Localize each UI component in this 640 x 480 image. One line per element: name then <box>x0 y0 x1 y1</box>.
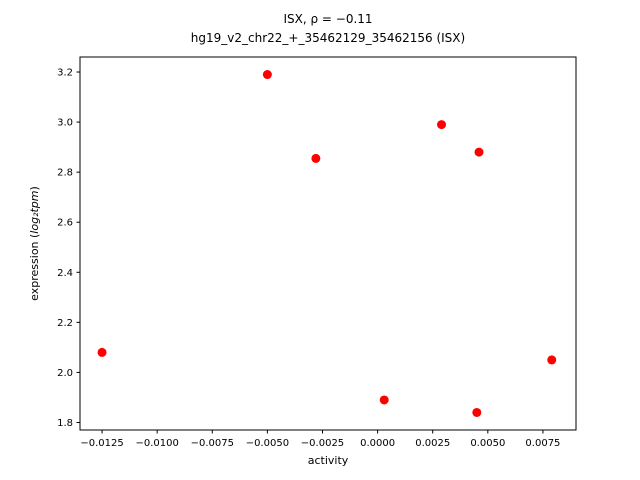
y-axis-label: expression (log₂tpm) <box>28 186 41 301</box>
y-tick-label: 3.2 <box>57 68 73 79</box>
x-tick-label: −0.0100 <box>135 438 178 449</box>
x-tick-label: 0.0075 <box>525 438 560 449</box>
x-tick-label: 0.0050 <box>470 438 505 449</box>
y-tick-label: 2.2 <box>57 318 73 329</box>
data-point <box>97 347 107 357</box>
data-point <box>262 70 272 80</box>
data-point <box>437 120 447 130</box>
x-tick-label: 0.0000 <box>360 438 395 449</box>
y-tick-label: 2.8 <box>57 168 73 179</box>
x-tick-label: −0.0075 <box>191 438 234 449</box>
axes-box <box>79 56 577 431</box>
y-tick-label: 1.8 <box>57 418 73 429</box>
y-tick-label: 2.6 <box>57 218 73 229</box>
y-tick-label: 3.0 <box>57 118 73 129</box>
x-tick-label: −0.0125 <box>80 438 123 449</box>
x-tick-label: −0.0025 <box>301 438 344 449</box>
x-tick-label: 0.0025 <box>415 438 450 449</box>
data-point <box>547 355 557 365</box>
data-point <box>474 147 484 157</box>
x-tick-label: −0.0050 <box>246 438 289 449</box>
data-point <box>379 395 389 405</box>
x-axis-label: activity <box>308 454 349 467</box>
y-tick-label: 2.0 <box>57 368 73 379</box>
data-point <box>311 153 321 163</box>
data-point <box>472 407 482 417</box>
y-tick-label: 2.4 <box>57 268 73 279</box>
